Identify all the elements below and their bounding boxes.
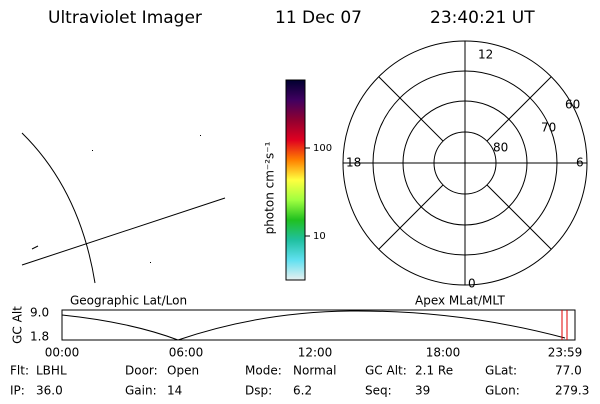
axis-label: GC Alt xyxy=(11,306,25,344)
dot xyxy=(150,262,151,263)
status-value: Normal xyxy=(293,364,336,378)
grid-line xyxy=(21,197,226,266)
status-panel: Flt: LBHL Door: Open Mode: Normal GC Alt: 2.1 R… xyxy=(10,364,589,398)
y-label: 9.0 xyxy=(30,306,49,320)
date: 11 Dec 07 xyxy=(275,8,362,28)
status-label: Gain: xyxy=(125,384,157,398)
time-label: 23:59 xyxy=(548,346,583,360)
status-value: LBHL xyxy=(36,364,67,378)
status-label: Mode: xyxy=(245,364,282,378)
status-label: Dsp: xyxy=(245,384,272,398)
time-label: 06:00 xyxy=(169,346,204,360)
time-label: 12:00 xyxy=(298,346,333,360)
time-label: 00:00 xyxy=(45,346,80,360)
altitude-curve xyxy=(61,310,566,341)
colorbar-tick: 100 xyxy=(313,143,332,154)
status-value: 2.1 Re xyxy=(415,364,453,378)
time-label: 18:00 xyxy=(426,346,461,360)
dot xyxy=(92,150,93,151)
colorbar-label: photon cm⁻²s⁻¹ xyxy=(263,141,277,234)
lat-label: 80 xyxy=(493,141,508,155)
y-label: 1.8 xyxy=(30,330,49,344)
status-value: 6.2 xyxy=(293,384,312,398)
status-value: 14 xyxy=(167,384,182,398)
polar-plot: 12 18 6 0 60 70 80 xyxy=(342,40,588,291)
status-label: Door: xyxy=(125,364,158,378)
time: 23:40:21 UT xyxy=(430,8,535,28)
lat-label: 70 xyxy=(541,121,556,135)
hour-label: 6 xyxy=(576,156,584,170)
status-value: 36.0 xyxy=(36,384,63,398)
status-label: GC Alt: xyxy=(365,364,407,378)
status-label: IP: xyxy=(10,384,25,398)
status-label: GLat: xyxy=(485,364,517,378)
status-value: Open xyxy=(167,364,199,378)
colorbar-scale xyxy=(285,79,306,281)
status-label: Seq: xyxy=(365,384,392,398)
colorbar: 100 10 photon cm⁻²s⁻¹ xyxy=(263,79,332,281)
dot xyxy=(200,135,201,136)
status-value: 39 xyxy=(415,384,430,398)
lat-label: 60 xyxy=(565,98,580,112)
map xyxy=(21,132,226,284)
coast-line xyxy=(21,132,96,284)
timeline: Geographic Lat/Lon Apex MLat/MLT GC Alt … xyxy=(11,294,583,360)
hour-label: 0 xyxy=(468,277,476,291)
status-label: GLon: xyxy=(485,384,520,398)
hour-label: 18 xyxy=(346,156,361,170)
status-value: 77.0 xyxy=(555,364,582,378)
colorbar-tick: 10 xyxy=(313,231,326,242)
instrument: Ultraviolet Imager xyxy=(48,8,202,28)
status-label: Flt: xyxy=(10,364,29,378)
hour-label: 12 xyxy=(478,48,493,62)
time-marker xyxy=(561,310,568,340)
status-value: 279.3 xyxy=(555,384,589,398)
mark xyxy=(31,245,39,250)
timeline-title: Geographic Lat/Lon xyxy=(70,294,187,308)
timeline-title: Apex MLat/MLT xyxy=(415,294,505,308)
